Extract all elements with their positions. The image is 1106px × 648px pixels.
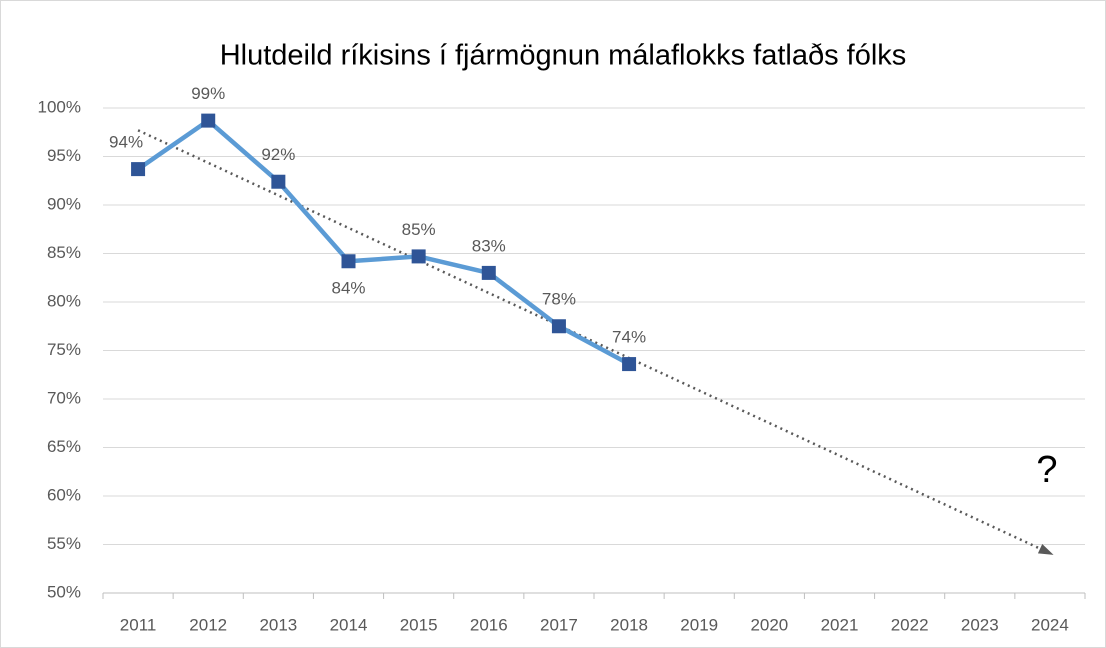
data-label: 78% [542, 290, 576, 309]
y-tick-label: 65% [47, 437, 81, 456]
x-tick-label: 2015 [400, 615, 438, 634]
data-label: 94% [109, 133, 143, 152]
y-tick-label: 95% [47, 146, 81, 165]
y-tick-label: 50% [47, 582, 81, 601]
x-tick-label: 2019 [680, 615, 718, 634]
x-tick-label: 2018 [610, 615, 648, 634]
data-label: 74% [612, 328, 646, 347]
x-tick-label: 2012 [189, 615, 227, 634]
x-tick-label: 2014 [330, 615, 368, 634]
trendline-arrow [1037, 544, 1054, 555]
x-tick-label: 2011 [120, 615, 157, 634]
marker [622, 357, 637, 372]
y-tick-label: 90% [47, 194, 81, 213]
marker [201, 113, 216, 128]
y-tick-label: 70% [47, 388, 81, 407]
y-tick-label: 55% [47, 534, 81, 553]
y-tick-label: 75% [47, 340, 81, 359]
marker [411, 249, 426, 264]
data-label: 92% [261, 145, 295, 164]
marker [551, 319, 566, 334]
annotation: ? [1036, 449, 1057, 491]
x-tick-label: 2023 [961, 615, 999, 634]
x-tick-label: 2013 [259, 615, 297, 634]
x-tick-label: 2017 [540, 615, 578, 634]
data-label: 84% [331, 279, 365, 298]
x-tick-label: 2022 [891, 615, 929, 634]
marker [481, 265, 496, 280]
series-line [136, 118, 631, 367]
y-tick-label: 85% [47, 243, 81, 262]
y-tick-label: 60% [47, 485, 81, 504]
marker [341, 254, 356, 269]
data-label: 85% [402, 220, 436, 239]
data-label: 99% [191, 84, 225, 103]
data-label: 83% [472, 236, 506, 255]
x-tick-label: 2020 [750, 615, 788, 634]
y-tick-label: 100% [38, 97, 81, 116]
marker [131, 162, 146, 177]
chart-title: Hlutdeild ríkisins í fjármögnun málaflok… [220, 40, 907, 72]
x-tick-label: 2016 [470, 615, 508, 634]
x-tick-label: 2021 [821, 615, 859, 634]
y-tick-label: 80% [47, 291, 81, 310]
marker [271, 174, 286, 189]
x-tick-label: 2024 [1031, 615, 1069, 634]
